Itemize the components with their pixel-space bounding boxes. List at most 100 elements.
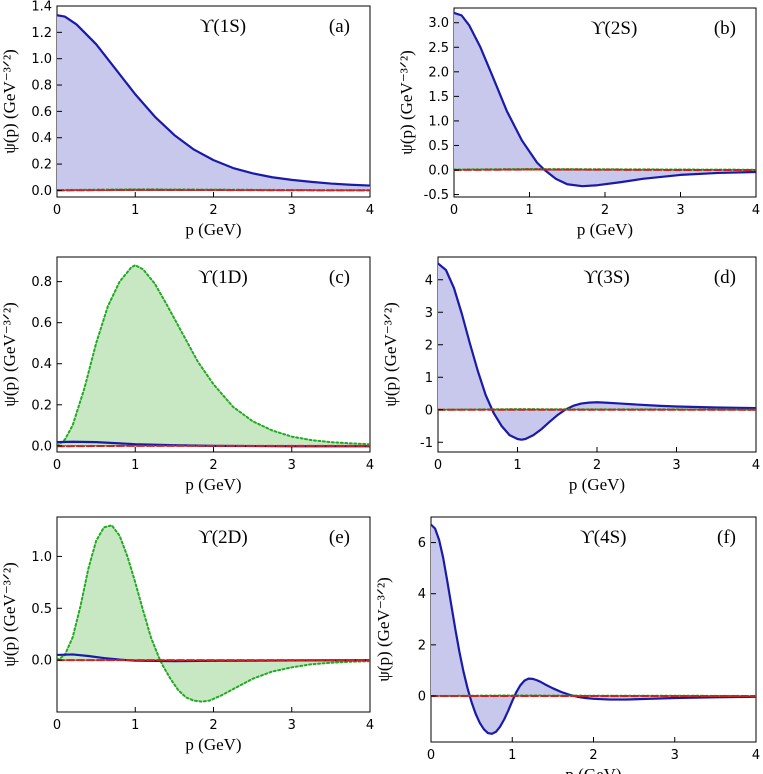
series-line-solid <box>454 11 756 188</box>
y-tick-label: 0.0 <box>31 184 52 199</box>
chart-panel-a: 0 1 2 3 4 0.0 0.2 0.4 0.6 0.8 1.0 1.2 1.4 p (GeV) ψ(p)… <box>0 0 374 239</box>
x-axis-label: p (GeV) <box>569 475 625 494</box>
x-axis-label: p (GeV) <box>185 220 241 239</box>
x-tick-label: 3 <box>288 458 296 473</box>
y-tick-label: 3.0 <box>428 16 449 31</box>
y-axis-label: ψ(p) (GeV⁻³ᐟ²) <box>381 302 400 407</box>
y-tick-label: 2 <box>418 638 426 653</box>
series-fill-0 <box>438 263 756 440</box>
y-tick-label: 0.0 <box>428 164 449 179</box>
chart-panel-f: 0 1 2 3 4 0 2 4 6 p (GeV) ψ(p) (GeV⁻³ᐟ²) ϒ(4S) (f) <box>374 516 760 774</box>
y-tick-label: 2.5 <box>428 41 449 56</box>
y-tick-label: 4 <box>418 587 426 602</box>
x-tick-label: 1 <box>131 458 139 473</box>
y-tick-label: 0.2 <box>31 158 52 173</box>
x-tick-label: 2 <box>593 458 601 473</box>
y-tick-label: 6 <box>418 536 426 551</box>
y-tick-label: 4 <box>425 273 433 288</box>
x-tick-label: 4 <box>366 718 374 733</box>
series-fill-0 <box>57 265 370 446</box>
x-tick-label: 0 <box>450 203 458 218</box>
panel-tag: (d) <box>714 267 736 288</box>
y-tick-label: 0.8 <box>31 275 52 290</box>
x-tick-label: 0 <box>53 458 61 473</box>
y-tick-label: 0 <box>425 403 433 418</box>
x-tick-label: 0 <box>427 748 435 763</box>
y-tick-label: 0.5 <box>428 139 449 154</box>
y-tick-label: 2 <box>425 338 433 353</box>
x-tick-label: 1 <box>131 203 139 218</box>
x-tick-label: 0 <box>53 718 61 733</box>
series-fill-0 <box>57 525 370 702</box>
series-group <box>57 14 370 192</box>
x-tick-label: 2 <box>589 748 597 763</box>
panel-title: ϒ(2S) <box>591 18 637 39</box>
y-tick-label: 0.6 <box>31 105 52 120</box>
x-tick-label: 3 <box>288 718 296 733</box>
series-group <box>431 523 756 735</box>
panel-tag: (e) <box>329 527 350 548</box>
series-group <box>57 524 370 703</box>
y-tick-label: 0.5 <box>31 602 52 617</box>
x-axis-label: p (GeV) <box>185 735 241 754</box>
x-tick-label: 4 <box>752 748 760 763</box>
series-group <box>454 11 756 188</box>
panel-title: ϒ(4S) <box>580 527 626 548</box>
panel-tag: (a) <box>329 16 350 37</box>
x-tick-label: 4 <box>752 203 760 218</box>
y-tick-label: 1.0 <box>31 52 52 67</box>
x-tick-label: 1 <box>525 203 533 218</box>
y-tick-label: 1.5 <box>428 90 449 105</box>
panel-tag: (f) <box>717 527 736 548</box>
x-tick-label: 3 <box>671 748 679 763</box>
x-tick-label: 1 <box>513 458 521 473</box>
y-tick-label: -1 <box>420 436 433 451</box>
y-axis-label: ψ(p) (GeV⁻³ᐟ²) <box>0 302 19 407</box>
series-line-dotted <box>57 524 370 703</box>
series-line-solid <box>57 440 370 448</box>
series-fill-0 <box>431 524 756 734</box>
x-axis-label: p (GeV) <box>577 220 633 239</box>
series-group <box>438 262 756 441</box>
panel-title: ϒ(1S) <box>200 16 246 37</box>
series-line-solid <box>438 262 756 441</box>
y-axis-label: ψ(p) (GeV⁻³ᐟ²) <box>0 562 19 667</box>
series-group <box>57 264 370 448</box>
chart-panel-c: 0 1 2 3 4 0.0 0.2 0.4 0.6 0.8 p (GeV) ψ(p) (GeV⁻³ᐟ²… <box>0 256 374 494</box>
y-tick-label: 0 <box>418 689 426 704</box>
x-tick-label: 3 <box>676 203 684 218</box>
series-line-solid <box>57 14 370 187</box>
panel-title: ϒ(1D) <box>198 267 248 288</box>
x-tick-label: 3 <box>288 203 296 218</box>
x-tick-label: 0 <box>434 458 442 473</box>
x-tick-label: 2 <box>601 203 609 218</box>
y-tick-label: 0.2 <box>31 398 52 413</box>
chart-panel-b: 0 1 2 3 4 -0.5 0.0 0.5 1.0 1.5 2.0 2.5 3.0 p (GeV) ψ(p… <box>397 7 760 239</box>
y-tick-label: 0.8 <box>31 79 52 94</box>
x-tick-label: 2 <box>209 203 217 218</box>
x-tick-label: 4 <box>752 458 760 473</box>
x-axis-label: p (GeV) <box>185 475 241 494</box>
y-tick-label: 1 <box>425 371 433 386</box>
x-tick-label: 1 <box>508 748 516 763</box>
x-tick-label: 4 <box>366 203 374 218</box>
x-tick-label: 1 <box>131 718 139 733</box>
y-tick-label: 0.0 <box>31 654 52 669</box>
x-tick-label: 2 <box>209 718 217 733</box>
series-line-solid <box>431 523 756 735</box>
y-tick-label: 2.0 <box>428 65 449 80</box>
panel-title: ϒ(2D) <box>198 527 248 548</box>
y-axis-label: ψ(p) (GeV⁻³ᐟ²) <box>0 49 19 154</box>
x-tick-label: 2 <box>209 458 217 473</box>
y-tick-label: 1.4 <box>31 0 52 15</box>
y-tick-label: 0.4 <box>31 357 52 372</box>
y-tick-label: 1.0 <box>31 550 52 565</box>
x-tick-label: 3 <box>672 458 680 473</box>
y-tick-label: 1.0 <box>428 114 449 129</box>
series-line-dashed <box>57 188 370 192</box>
y-tick-label: 3 <box>425 306 433 321</box>
y-tick-label: -0.5 <box>424 188 449 203</box>
panel-tag: (b) <box>714 18 736 39</box>
